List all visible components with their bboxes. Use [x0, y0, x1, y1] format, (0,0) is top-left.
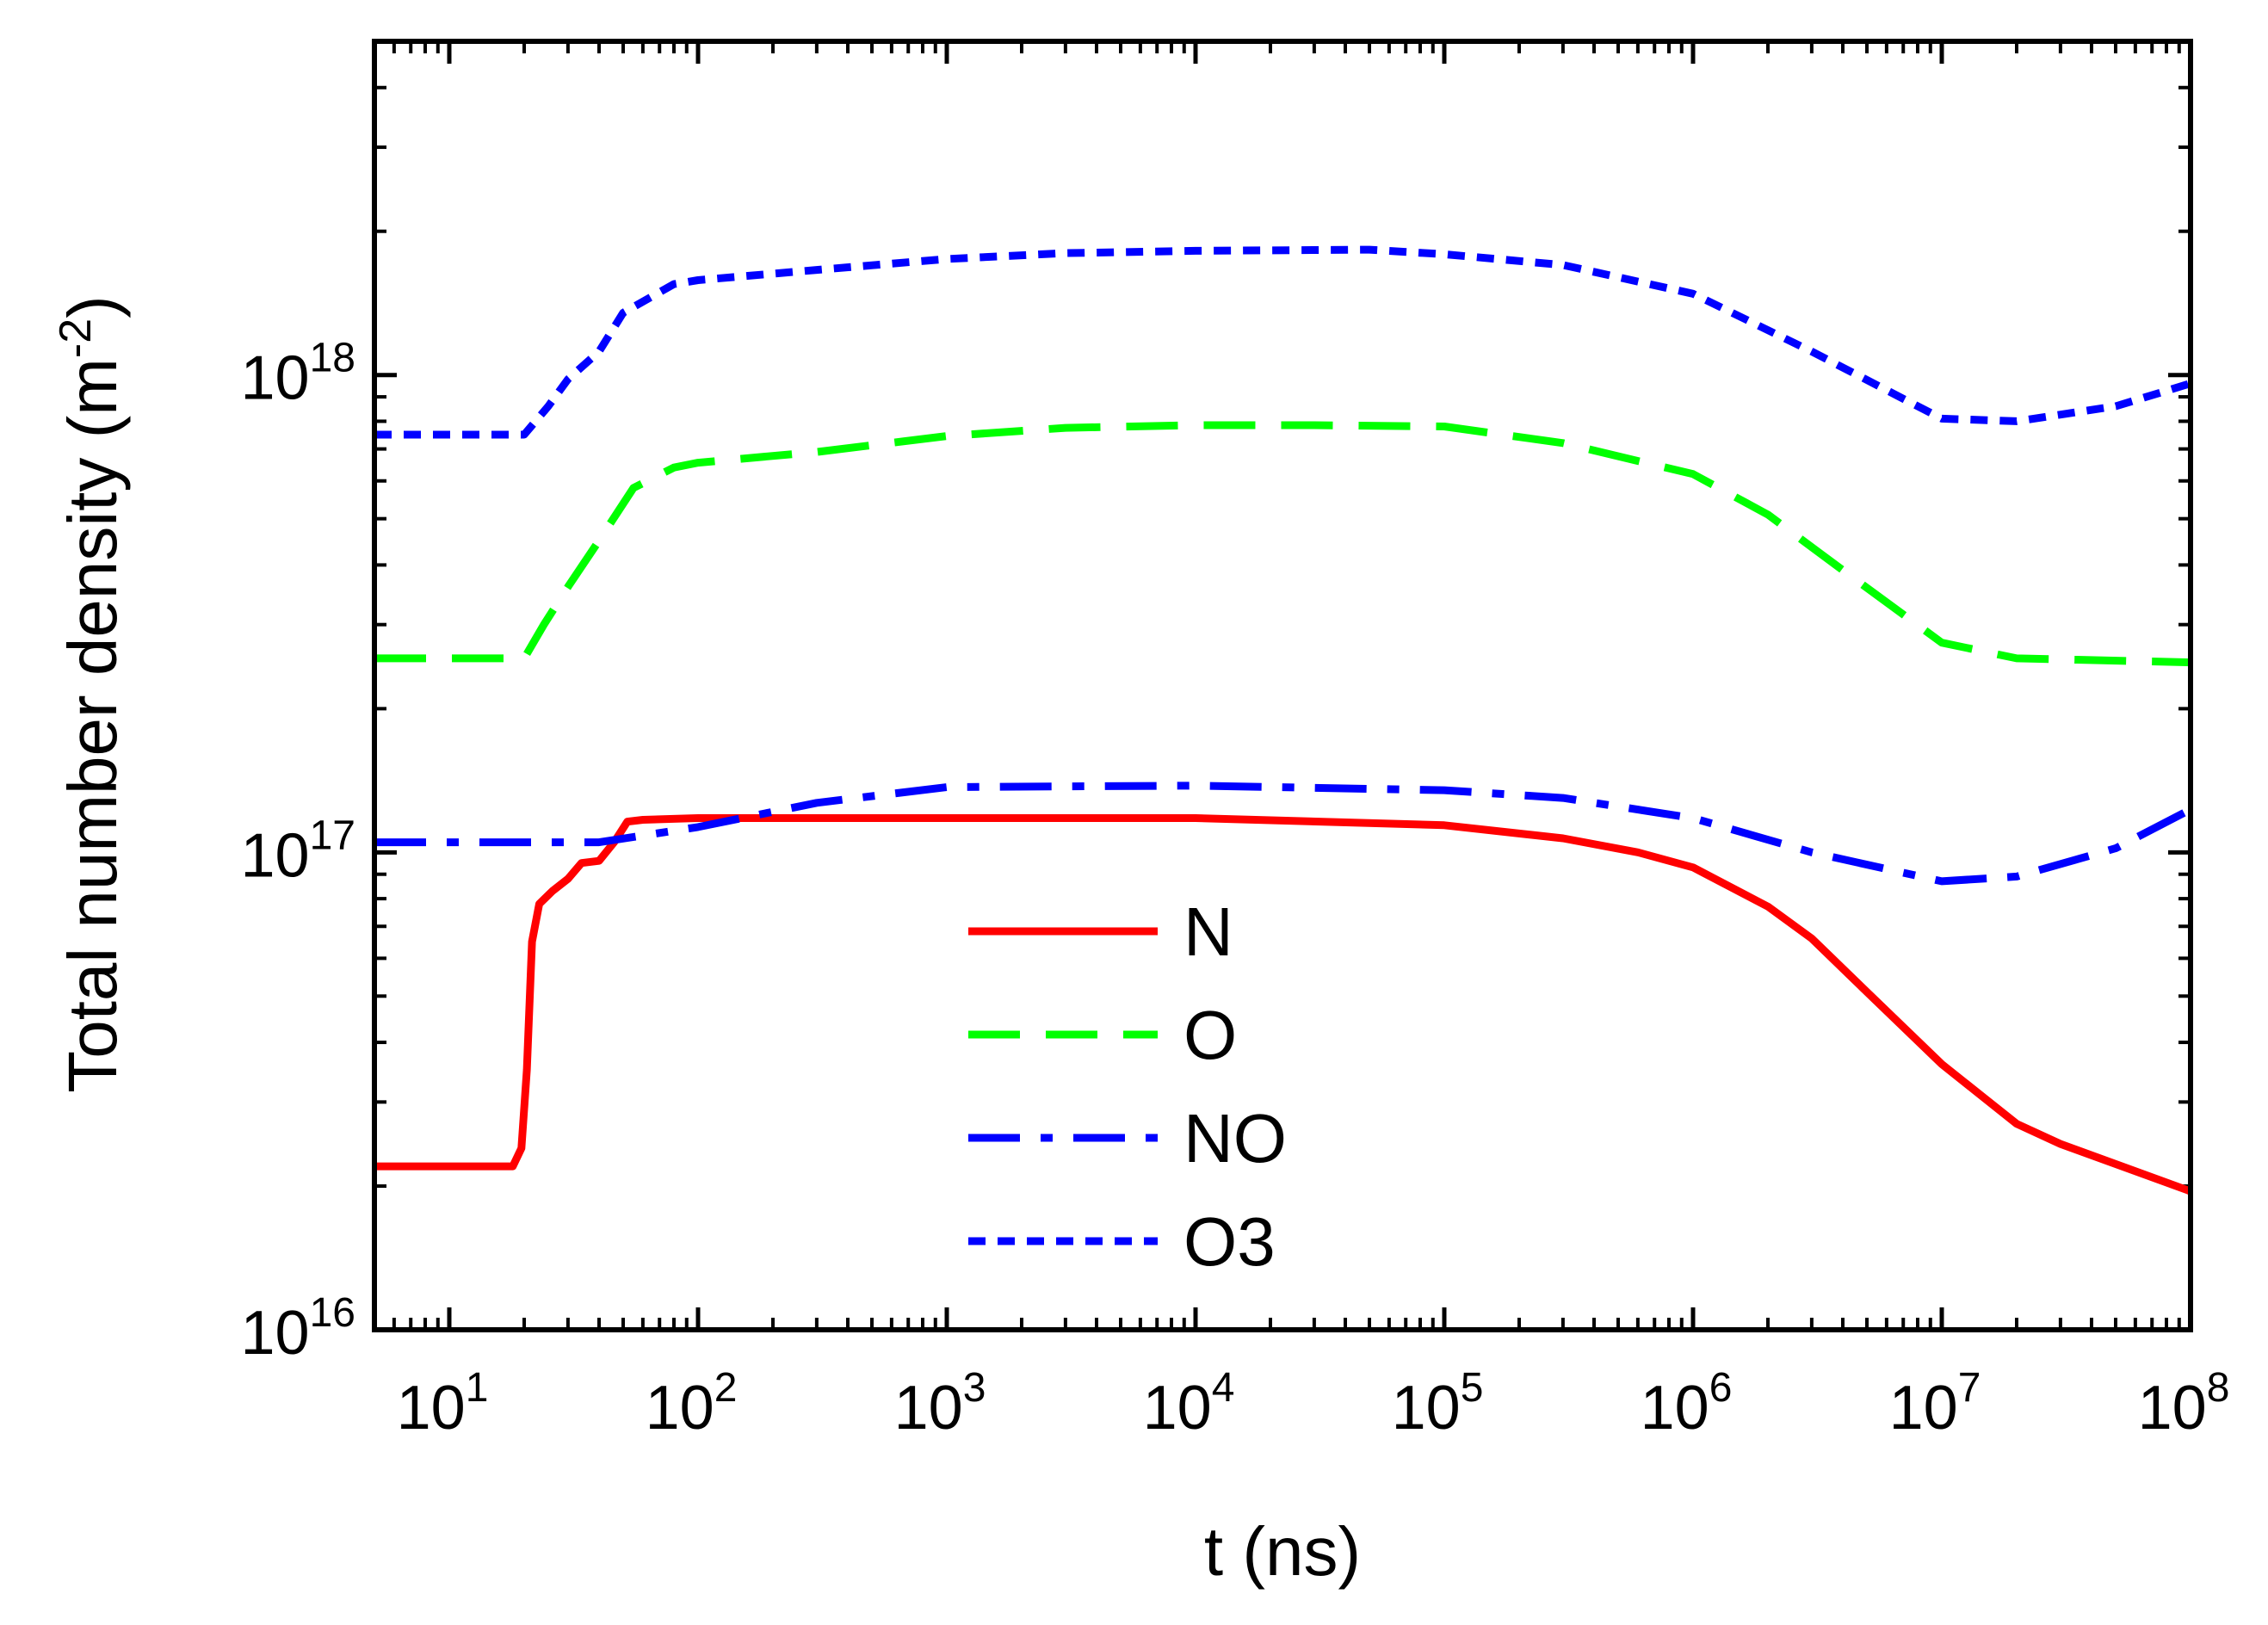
x-tick-label: 103: [894, 1365, 986, 1443]
legend: NO NO O3: [968, 893, 1287, 1280]
y-tick-label: 1016: [241, 1290, 355, 1368]
x-tick-label: 106: [1641, 1365, 1733, 1443]
series-line-no: [374, 782, 2191, 886]
legend-label-o3: O3: [1183, 1203, 1276, 1280]
x-tick-label: 104: [1143, 1365, 1235, 1443]
x-tick-label-exp: 1: [466, 1365, 489, 1411]
y-axis-title-main: Total number density (m: [54, 358, 131, 1093]
y-tick-label-base: 10: [241, 1299, 310, 1368]
y-tick-label-exp: 18: [310, 336, 355, 381]
major-ticks: [374, 41, 2193, 1332]
x-tick-label: 102: [646, 1365, 738, 1443]
legend-label-o: O: [1183, 997, 1237, 1073]
x-tick-label-exp: 6: [1709, 1365, 1733, 1411]
x-tick-label: 108: [2138, 1365, 2230, 1443]
y-tick-label-base: 10: [241, 821, 310, 890]
x-tick-label-base: 10: [397, 1374, 466, 1443]
x-tick-label: 107: [1889, 1365, 1981, 1443]
x-tick-label-exp: 5: [1461, 1365, 1484, 1411]
x-tick-labels: 101 102 103 104 105 106 107 108: [397, 1365, 2230, 1443]
y-tick-label: 1017: [241, 812, 355, 890]
x-tick-label-base: 10: [1143, 1374, 1212, 1443]
y-tick-label-exp: 17: [310, 812, 355, 858]
plot-frame: [372, 39, 2193, 1332]
series-line-o3: [374, 245, 2191, 439]
x-tick-label: 105: [1392, 1365, 1484, 1443]
x-tick-label-exp: 2: [714, 1365, 738, 1411]
x-tick-label-base: 10: [646, 1374, 714, 1443]
y-tick-label-base: 10: [241, 344, 310, 413]
y-tick-label-exp: 16: [310, 1290, 355, 1336]
x-tick-label-base: 10: [1889, 1374, 1958, 1443]
x-tick-label-exp: 8: [2207, 1365, 2230, 1411]
x-tick-label-base: 10: [2138, 1374, 2207, 1443]
x-tick-label-exp: 3: [963, 1365, 986, 1411]
y-tick-label: 1018: [241, 336, 355, 413]
y-axis-title-sup: -2: [51, 318, 101, 358]
x-axis-title: t (ns): [1204, 1513, 1361, 1590]
x-tick-label-base: 10: [1641, 1374, 1709, 1443]
legend-label-no: NO: [1183, 1100, 1287, 1177]
x-tick-label-exp: 7: [1958, 1365, 1981, 1411]
legend-label-n: N: [1183, 893, 1233, 970]
y-axis-title-close: ): [54, 295, 131, 318]
series-line-o: [374, 421, 2191, 667]
x-tick-label-base: 10: [894, 1374, 963, 1443]
series-layer: [374, 245, 2191, 1196]
x-tick-label-exp: 4: [1212, 1365, 1235, 1411]
y-axis-title: Total number density (m-2): [51, 295, 131, 1093]
x-tick-label-base: 10: [1392, 1374, 1461, 1443]
x-tick-label: 101: [397, 1365, 489, 1443]
series-line-n: [374, 814, 2191, 1196]
